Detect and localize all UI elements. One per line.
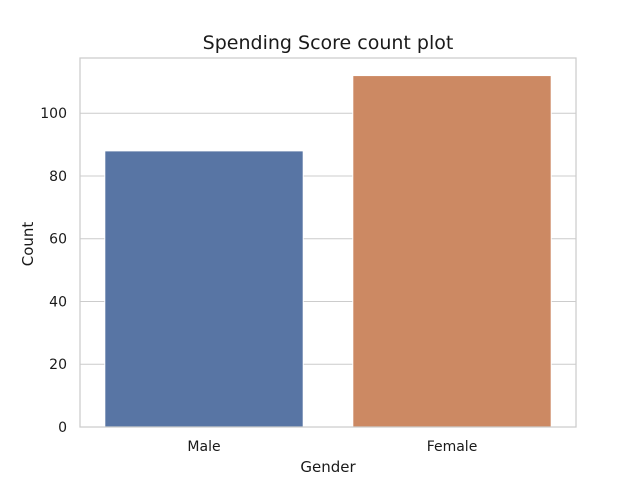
y-axis-label: Count <box>19 222 37 267</box>
y-tick-label: 60 <box>49 232 67 248</box>
y-tick-label: 20 <box>49 357 67 373</box>
x-axis-label: Gender <box>300 458 356 476</box>
chart-title: Spending Score count plot <box>203 32 454 54</box>
bar-male <box>104 150 304 428</box>
plot-area: 0 20 40 60 80 100 Male Female <box>40 57 577 455</box>
y-tick-label: 0 <box>58 420 67 436</box>
y-tick-label: 40 <box>49 294 67 310</box>
y-tick-label: 100 <box>40 106 67 122</box>
plot-frame <box>79 57 577 428</box>
y-tick-label: 80 <box>49 169 67 185</box>
bar-female <box>352 75 552 428</box>
x-tick-label: Male <box>187 439 220 455</box>
x-tick-label: Female <box>427 439 478 455</box>
